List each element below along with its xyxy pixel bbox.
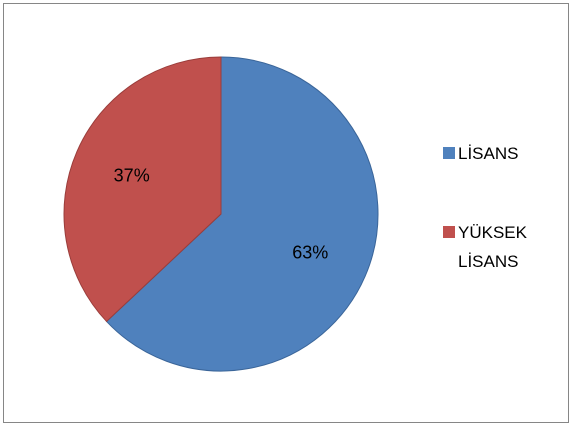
legend-swatch-2 xyxy=(443,226,455,238)
pie-slice-1 xyxy=(105,56,379,372)
legend: LİSANS YÜKSEK LİSANS xyxy=(443,144,528,271)
pie-chart: 63% 37% LİSANS YÜKSEK LİSANS xyxy=(63,56,528,372)
legend-swatch-1 xyxy=(443,147,455,159)
pie-slices xyxy=(63,56,379,372)
data-labels: 63% 37% xyxy=(114,165,329,262)
chart-area: 63% 37% LİSANS YÜKSEK LİSANS xyxy=(3,3,569,423)
data-label-2: 37% xyxy=(114,165,150,185)
pie-slice-2 xyxy=(63,56,222,323)
data-label-1: 63% xyxy=(292,243,328,263)
legend-label-2-line-1: YÜKSEK xyxy=(458,223,528,242)
legend-label-1-line-1: LİSANS xyxy=(458,144,518,163)
legend-label-2-line-2: LİSANS xyxy=(458,252,518,271)
